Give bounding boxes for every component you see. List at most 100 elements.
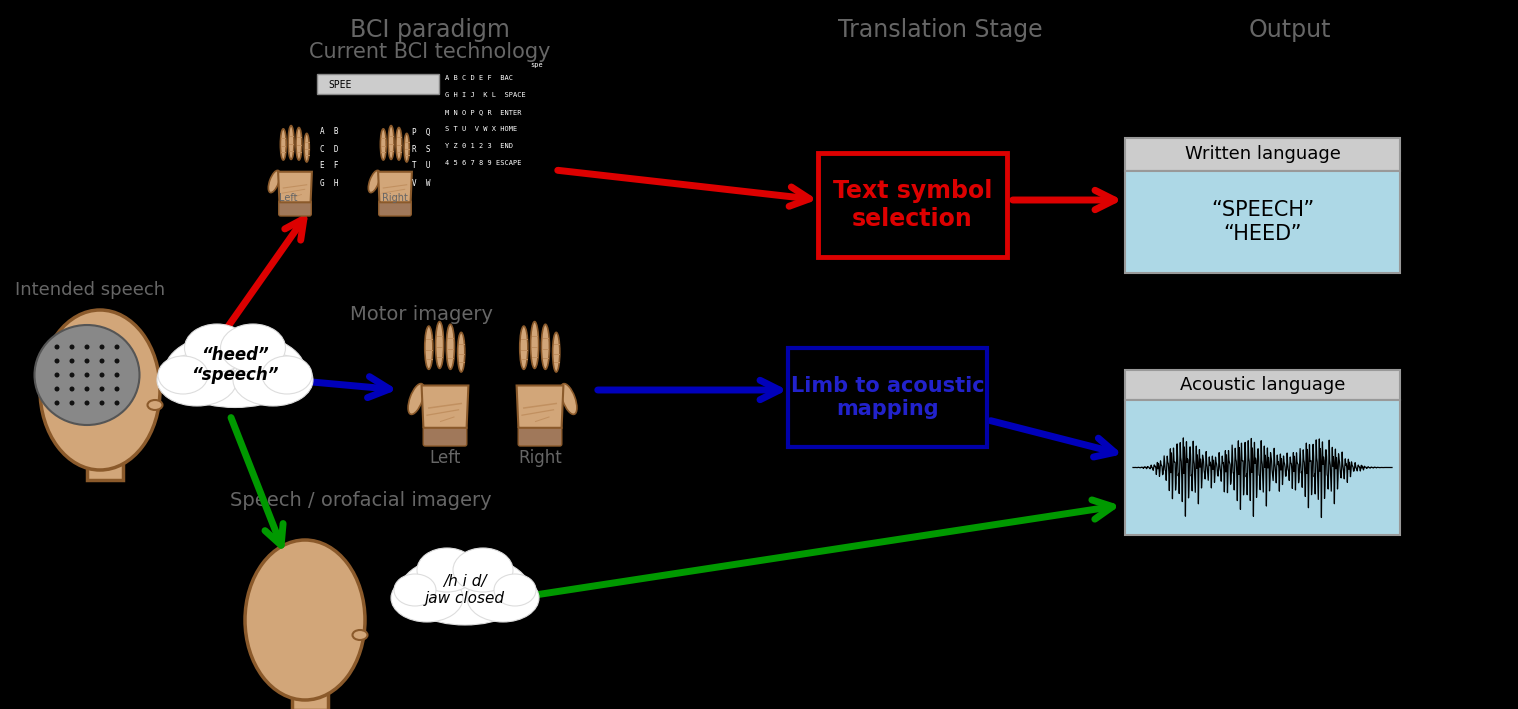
Ellipse shape bbox=[232, 354, 313, 406]
Text: G  H: G H bbox=[320, 179, 339, 187]
Text: A B C D E F  BAC: A B C D E F BAC bbox=[445, 75, 513, 81]
Ellipse shape bbox=[263, 356, 313, 394]
Text: SPEE: SPEE bbox=[328, 80, 352, 90]
PathPatch shape bbox=[378, 172, 411, 202]
Ellipse shape bbox=[244, 540, 364, 700]
Text: Current BCI technology: Current BCI technology bbox=[310, 42, 551, 62]
Ellipse shape bbox=[493, 574, 536, 606]
Text: “heed”
“speech”: “heed” “speech” bbox=[191, 345, 279, 384]
PathPatch shape bbox=[422, 386, 469, 428]
Text: Acoustic language: Acoustic language bbox=[1179, 376, 1345, 394]
FancyBboxPatch shape bbox=[279, 201, 311, 216]
FancyBboxPatch shape bbox=[1125, 171, 1400, 273]
Ellipse shape bbox=[296, 128, 302, 160]
Ellipse shape bbox=[281, 129, 287, 160]
Ellipse shape bbox=[404, 133, 410, 162]
Ellipse shape bbox=[114, 359, 120, 364]
Ellipse shape bbox=[55, 345, 59, 350]
FancyBboxPatch shape bbox=[317, 74, 439, 94]
Ellipse shape bbox=[70, 372, 74, 377]
Ellipse shape bbox=[165, 333, 305, 408]
Ellipse shape bbox=[468, 574, 539, 622]
Ellipse shape bbox=[389, 125, 395, 160]
Ellipse shape bbox=[100, 372, 105, 377]
Text: 4 5 6 7 8 9 ESCAPE: 4 5 6 7 8 9 ESCAPE bbox=[445, 160, 522, 166]
Text: T  U: T U bbox=[411, 162, 431, 170]
Ellipse shape bbox=[288, 125, 294, 160]
Ellipse shape bbox=[553, 333, 560, 372]
Ellipse shape bbox=[85, 359, 90, 364]
Ellipse shape bbox=[70, 359, 74, 364]
Text: Motor imagery: Motor imagery bbox=[351, 306, 493, 325]
Text: Written language: Written language bbox=[1184, 145, 1340, 163]
Ellipse shape bbox=[381, 129, 386, 160]
Ellipse shape bbox=[408, 384, 425, 414]
Ellipse shape bbox=[446, 324, 454, 369]
FancyBboxPatch shape bbox=[291, 685, 328, 709]
Ellipse shape bbox=[395, 574, 436, 606]
Ellipse shape bbox=[70, 386, 74, 391]
Ellipse shape bbox=[158, 356, 208, 394]
Text: Output: Output bbox=[1249, 18, 1331, 42]
Text: P  Q: P Q bbox=[411, 128, 431, 137]
Text: R  S: R S bbox=[411, 145, 431, 154]
Ellipse shape bbox=[425, 326, 433, 369]
Ellipse shape bbox=[114, 401, 120, 406]
Ellipse shape bbox=[560, 384, 577, 414]
Ellipse shape bbox=[156, 354, 237, 406]
Ellipse shape bbox=[352, 630, 367, 640]
Ellipse shape bbox=[70, 345, 74, 350]
Ellipse shape bbox=[452, 548, 513, 592]
Ellipse shape bbox=[369, 170, 380, 193]
Ellipse shape bbox=[531, 322, 539, 369]
Ellipse shape bbox=[55, 359, 59, 364]
Ellipse shape bbox=[55, 401, 59, 406]
Ellipse shape bbox=[269, 170, 279, 193]
Ellipse shape bbox=[147, 400, 162, 410]
Ellipse shape bbox=[70, 401, 74, 406]
Ellipse shape bbox=[85, 345, 90, 350]
Text: Text symbol
selection: Text symbol selection bbox=[833, 179, 993, 231]
FancyBboxPatch shape bbox=[1125, 138, 1400, 171]
Ellipse shape bbox=[85, 386, 90, 391]
Text: spe: spe bbox=[530, 62, 543, 68]
Ellipse shape bbox=[100, 359, 105, 364]
PathPatch shape bbox=[278, 172, 311, 202]
Text: Right: Right bbox=[518, 449, 562, 467]
Text: Right: Right bbox=[383, 193, 408, 203]
Ellipse shape bbox=[436, 322, 443, 369]
Text: G H I J  K L  SPACE: G H I J K L SPACE bbox=[445, 92, 525, 98]
PathPatch shape bbox=[516, 386, 563, 428]
Ellipse shape bbox=[85, 401, 90, 406]
Ellipse shape bbox=[100, 345, 105, 350]
Ellipse shape bbox=[457, 333, 465, 372]
FancyBboxPatch shape bbox=[1125, 370, 1400, 400]
FancyBboxPatch shape bbox=[87, 455, 123, 480]
FancyBboxPatch shape bbox=[424, 426, 468, 446]
Text: E  F: E F bbox=[320, 162, 339, 170]
Ellipse shape bbox=[114, 372, 120, 377]
FancyBboxPatch shape bbox=[518, 426, 562, 446]
FancyBboxPatch shape bbox=[378, 201, 411, 216]
Text: Left: Left bbox=[430, 449, 460, 467]
Ellipse shape bbox=[392, 574, 463, 622]
FancyBboxPatch shape bbox=[818, 153, 1006, 257]
Text: Limb to acoustic
mapping: Limb to acoustic mapping bbox=[791, 376, 984, 419]
Text: /h i d/
jaw closed: /h i d/ jaw closed bbox=[425, 574, 505, 606]
Text: Intended speech: Intended speech bbox=[15, 281, 165, 299]
Ellipse shape bbox=[100, 386, 105, 391]
Ellipse shape bbox=[35, 325, 140, 425]
Ellipse shape bbox=[185, 324, 249, 372]
Ellipse shape bbox=[220, 324, 285, 372]
Text: Speech / orofacial imagery: Speech / orofacial imagery bbox=[231, 491, 492, 510]
Text: BCI paradigm: BCI paradigm bbox=[351, 18, 510, 42]
FancyBboxPatch shape bbox=[788, 348, 987, 447]
Text: “SPEECH”
“HEED”: “SPEECH” “HEED” bbox=[1211, 201, 1315, 244]
Ellipse shape bbox=[114, 386, 120, 391]
Text: M N O P Q R  ENTER: M N O P Q R ENTER bbox=[445, 109, 522, 115]
FancyBboxPatch shape bbox=[1125, 400, 1400, 535]
Ellipse shape bbox=[304, 133, 310, 162]
Text: Y Z 0 1 2 3  END: Y Z 0 1 2 3 END bbox=[445, 143, 513, 149]
Text: A  B: A B bbox=[320, 128, 339, 137]
Ellipse shape bbox=[100, 401, 105, 406]
